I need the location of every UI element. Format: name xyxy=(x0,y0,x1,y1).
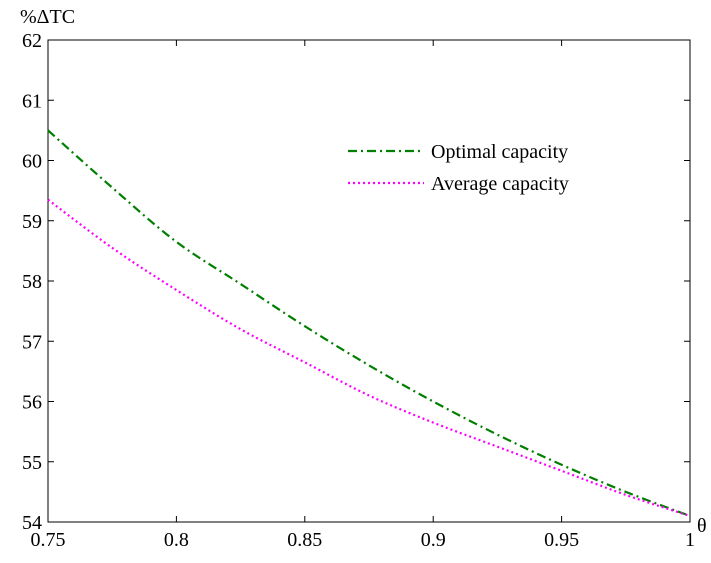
y-tick-label: 59 xyxy=(22,211,42,233)
x-tick-label: 0.75 xyxy=(31,529,66,551)
y-tick-label: 57 xyxy=(22,331,42,353)
plot-frame xyxy=(47,39,691,523)
x-tick-label: 0.85 xyxy=(287,529,322,551)
x-tick-label: 0.95 xyxy=(544,529,579,551)
x-tick-label: 1 xyxy=(685,529,695,551)
legend: Optimal capacity Average capacity xyxy=(348,141,569,195)
y-tick-label: 62 xyxy=(22,30,42,52)
tick-marks xyxy=(47,39,691,523)
legend-label: Optimal capacity xyxy=(431,141,568,163)
y-tick-label: 58 xyxy=(22,271,42,293)
y-tick-label: 61 xyxy=(22,90,42,112)
plot-area xyxy=(47,39,691,523)
y-axis-title: %ΔTC xyxy=(20,6,75,28)
y-tick-label: 60 xyxy=(22,151,42,173)
y-tick-label: 55 xyxy=(22,452,42,474)
series-line-optimal-capacity xyxy=(47,129,691,518)
x-tick-label: 0.8 xyxy=(164,529,189,551)
y-tick-label: 56 xyxy=(22,392,42,414)
series-lines xyxy=(47,129,691,518)
y-tick-label: 54 xyxy=(22,512,42,534)
legend-label: Average capacity xyxy=(431,173,569,195)
series-line-average-capacity xyxy=(47,198,691,518)
x-tick-label: 0.9 xyxy=(421,529,446,551)
x-axis-title: θ xyxy=(697,515,707,537)
y-tick-labels: 54 55 56 57 58 59 60 61 62 xyxy=(22,30,42,534)
x-tick-labels: 0.75 0.8 0.85 0.9 0.95 1 xyxy=(31,529,696,551)
